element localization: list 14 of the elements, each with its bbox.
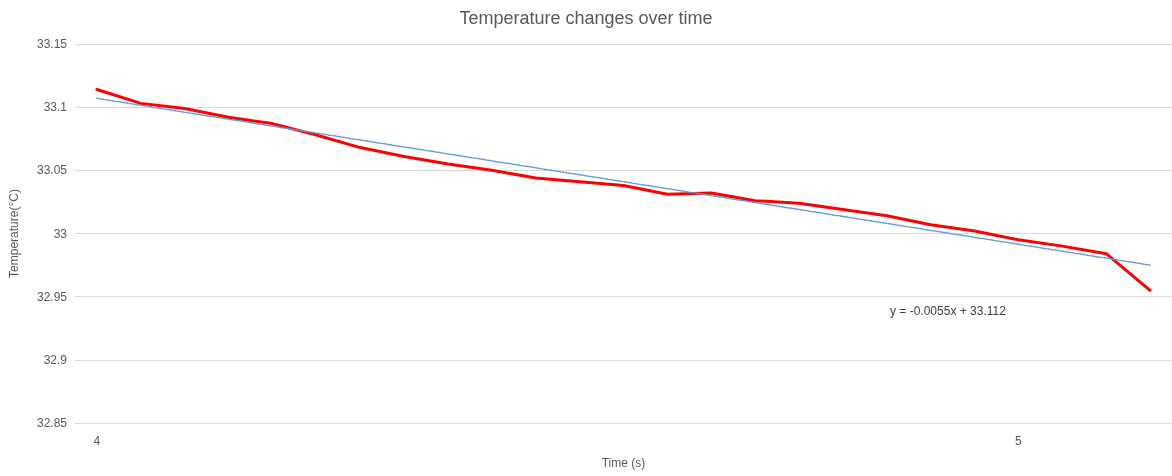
y-tick-label: 32.85 (36, 416, 68, 430)
line-series (95, 87, 1152, 292)
y-tick-label: 32.9 (43, 352, 68, 367)
x-tick-label: 5 (1015, 434, 1023, 448)
y-tick-label: 33.1 (43, 100, 68, 115)
y-tick-label: 33 (53, 226, 68, 241)
y-tick-label: 33.05 (36, 163, 68, 178)
x-axis-title: Time (s) (601, 456, 646, 470)
y-tick-label: 32.95 (36, 289, 68, 304)
annotation: y = -0.0055x + 33.112 (890, 304, 1007, 318)
chart-title: Temperature changes over time (459, 8, 713, 28)
y-axis-title: Temperature(°C) (7, 189, 21, 278)
y-tick-label: 33.15 (36, 37, 68, 51)
x-tick-label: 4 (93, 434, 101, 448)
